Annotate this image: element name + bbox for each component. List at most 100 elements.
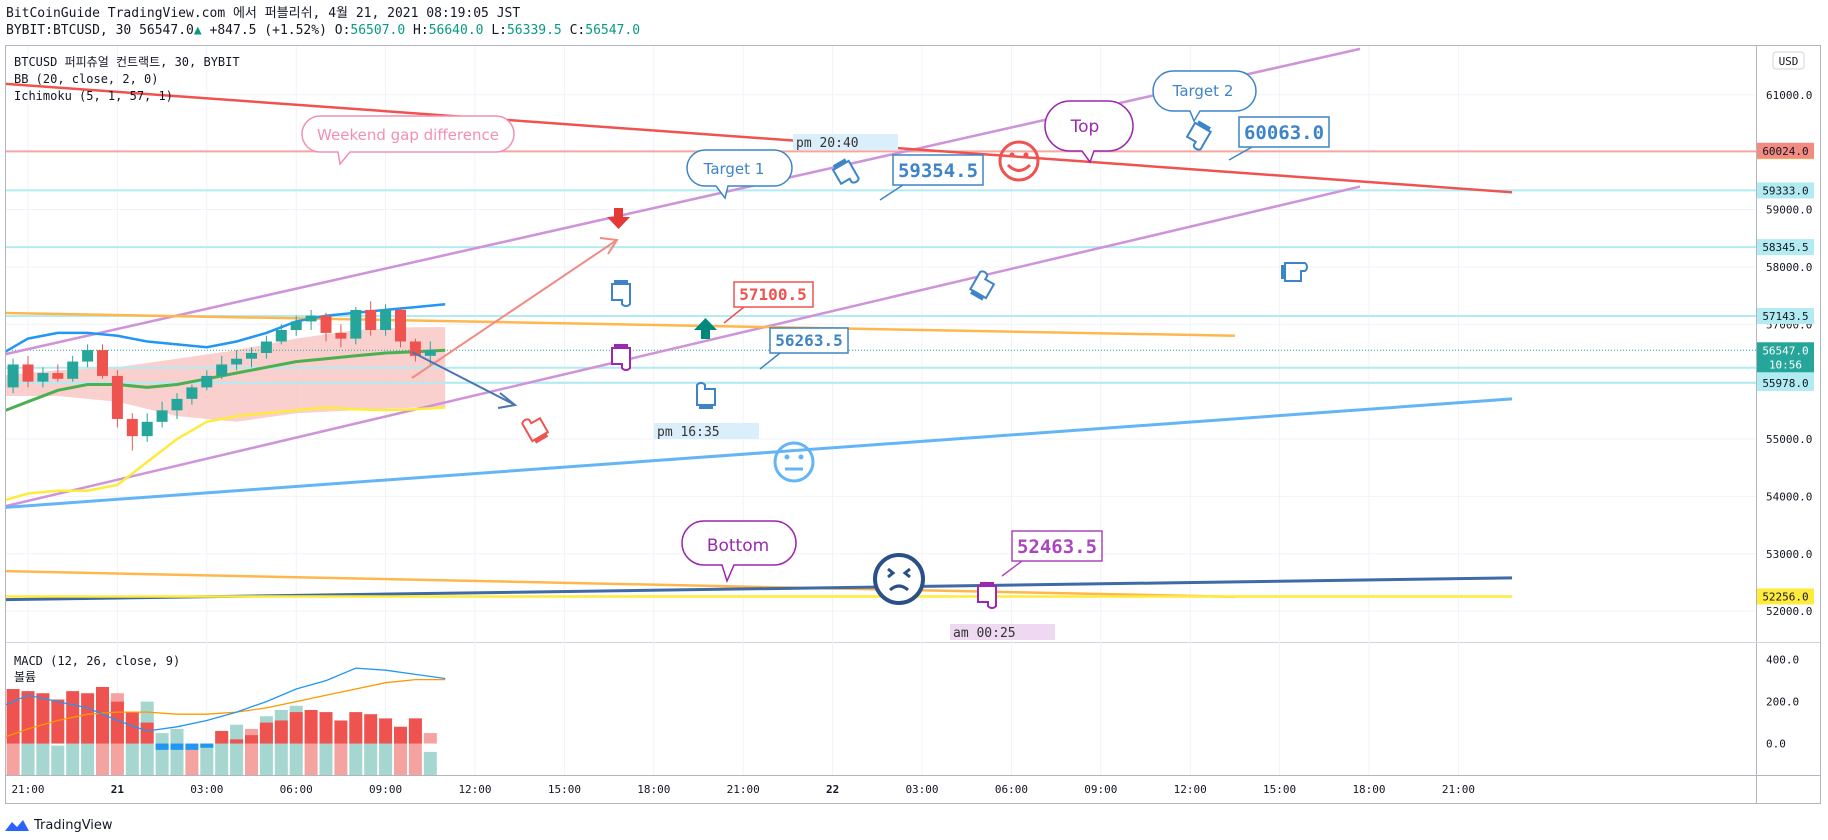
candlesticks bbox=[0, 301, 436, 451]
level-badge-label: 57143.5 bbox=[1762, 310, 1808, 323]
time-tick-label: 03:00 bbox=[905, 783, 938, 796]
countdown-label: 10:56 bbox=[1769, 358, 1802, 371]
macd-histogram-bar bbox=[51, 699, 65, 744]
candle-body bbox=[231, 358, 243, 365]
high-label: H: bbox=[413, 23, 429, 38]
legend-volume[interactable]: 볼륨 bbox=[14, 670, 36, 684]
macd-signal-line bbox=[6, 678, 446, 738]
candle-body bbox=[335, 332, 347, 339]
candle-body bbox=[246, 352, 257, 359]
legend-symbol[interactable]: BTCUSD 퍼피츄얼 컨트랙트, 30, BYBIT bbox=[14, 55, 240, 69]
currency-badge[interactable]: USD bbox=[1772, 51, 1805, 70]
legend-ichimoku[interactable]: Ichimoku (5, 1, 57, 1) bbox=[14, 89, 173, 103]
level-badge bbox=[1757, 308, 1814, 325]
volume-bar bbox=[364, 741, 378, 775]
trend-line-orange-upper bbox=[6, 311, 1235, 338]
candle-body bbox=[216, 364, 228, 376]
time-tick-label: 09:00 bbox=[1084, 783, 1117, 796]
macd-histogram-bar bbox=[200, 743, 214, 748]
trend-line-blue-long bbox=[6, 397, 1513, 509]
macd-histogram-bar bbox=[36, 693, 50, 744]
svg-text:USD: USD bbox=[1779, 55, 1799, 68]
speech-balloons: Weekend gap difference Target 1 Target 2… bbox=[301, 70, 1257, 584]
hand-up-icon bbox=[696, 382, 716, 409]
volume-bar bbox=[36, 741, 50, 775]
symbol-label: BYBIT:BTCUSD, 30 bbox=[6, 23, 132, 38]
macd-histogram-bar bbox=[245, 735, 258, 744]
forecast-arrow-up bbox=[411, 239, 618, 379]
time-note-box bbox=[793, 134, 898, 150]
legend-macd[interactable]: MACD (12, 26, close, 9) bbox=[14, 654, 180, 668]
open-label: O: bbox=[334, 23, 351, 38]
trend-line-orange-lower bbox=[6, 569, 1235, 599]
level-badge bbox=[1757, 374, 1814, 391]
trend-line-purple-lower bbox=[6, 185, 1361, 508]
macd-histogram-bar bbox=[259, 722, 273, 744]
time-tick-label: 06:00 bbox=[995, 783, 1028, 796]
svg-text:57100.5: 57100.5 bbox=[739, 285, 806, 304]
macd-histogram-bar bbox=[170, 743, 184, 750]
drawings bbox=[411, 208, 717, 409]
macd-histogram-bar bbox=[230, 739, 244, 744]
volume-bar bbox=[51, 745, 65, 775]
candle-body bbox=[290, 321, 302, 331]
time-tick-label: 09:00 bbox=[369, 783, 402, 796]
candle-body bbox=[156, 410, 168, 422]
candle-body bbox=[82, 350, 94, 362]
macd-histogram-bar bbox=[274, 720, 288, 744]
price-tick-label: 61000.0 bbox=[1766, 89, 1812, 102]
candle-body bbox=[305, 315, 317, 322]
volume-bar bbox=[185, 747, 199, 775]
macd-histogram-bar bbox=[155, 743, 169, 750]
last-price: 56547.0 bbox=[139, 23, 194, 38]
time-tick-label: 21:00 bbox=[11, 783, 44, 796]
macd-histogram-bar bbox=[334, 720, 348, 744]
candle-body bbox=[320, 315, 332, 333]
volume-bar bbox=[0, 750, 5, 775]
volume-bar bbox=[155, 733, 169, 775]
macd-histogram-bar bbox=[0, 683, 5, 744]
volume-bar bbox=[200, 743, 214, 775]
neutral-face-icon bbox=[773, 441, 815, 483]
horizontal-levels bbox=[6, 150, 1756, 384]
hand-up-icon bbox=[968, 270, 996, 301]
macd-histogram-bar bbox=[185, 743, 199, 750]
hand-down-icon bbox=[611, 344, 631, 371]
hand-down-icon bbox=[611, 280, 631, 307]
hand-down-icon bbox=[1185, 120, 1213, 151]
macd-histogram-bar bbox=[423, 733, 437, 744]
forecast-arrow-down-head bbox=[497, 392, 518, 409]
macd-histogram-bar bbox=[394, 726, 407, 744]
level-badge bbox=[1757, 239, 1814, 256]
legend-bb[interactable]: BB (20, close, 2, 0) bbox=[14, 72, 159, 86]
price-tick-label: 53000.0 bbox=[1766, 548, 1812, 561]
candle-body bbox=[0, 362, 4, 388]
trend-line-purple-upper bbox=[6, 47, 1361, 356]
candle-body bbox=[186, 387, 198, 399]
macd-axis[interactable]: 0.0 200.0 400.0 bbox=[1766, 654, 1799, 751]
forecast-arrow-up-head bbox=[599, 237, 619, 255]
ichimoku-lagging-line bbox=[6, 406, 446, 502]
price-change: +847.5 (+1.52%) bbox=[209, 23, 327, 38]
balloon-target-1: Target 1 bbox=[686, 149, 793, 200]
high-value: 56640.0 bbox=[428, 23, 484, 38]
time-axis[interactable]: 21:00 21 03:00 06:00 09:00 12:00 15:00 18:00 21:… bbox=[11, 783, 1475, 796]
macd-tick-label: 400.0 bbox=[1766, 654, 1799, 667]
price-badge-label: 52256.0 bbox=[1762, 590, 1808, 603]
time-tick-label: 15:00 bbox=[548, 783, 581, 796]
candle-body bbox=[395, 309, 406, 342]
time-tick-label: 18:00 bbox=[1352, 783, 1385, 796]
time-tick-label: 22 bbox=[826, 783, 839, 796]
candle-body bbox=[111, 375, 123, 419]
trend-lines bbox=[6, 47, 1513, 602]
price-callouts: 60063.0 59354.5 57100.5 56263.5 52463.5 bbox=[723, 116, 1330, 577]
pointing-hand-icons bbox=[521, 120, 1308, 609]
candle-body bbox=[67, 361, 79, 379]
balloon-target-2: Target 2 bbox=[1152, 70, 1257, 123]
svg-text:Bottom: Bottom bbox=[707, 536, 769, 556]
candle-body bbox=[37, 373, 49, 382]
svg-text:Target 1: Target 1 bbox=[703, 160, 765, 178]
open-value: 56507.0 bbox=[350, 23, 406, 38]
footer-brand[interactable]: TradingView bbox=[4, 816, 113, 834]
price-chart[interactable]: pm 20:40 pm 16:35 am 00:25 Weekend gap d… bbox=[0, 0, 1828, 814]
